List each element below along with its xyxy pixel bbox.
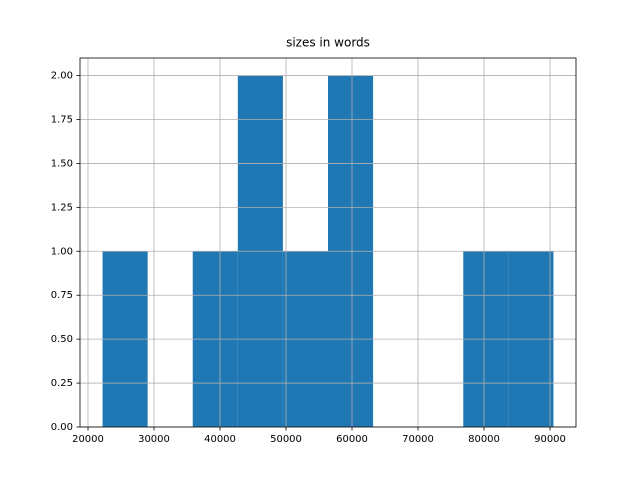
y-tick-label: 0.75 <box>51 290 73 301</box>
x-tick-label: 30000 <box>138 434 170 445</box>
y-tick-label: 1.50 <box>51 158 73 169</box>
y-tick-label: 0.25 <box>51 378 73 389</box>
x-tick-label: 90000 <box>534 434 566 445</box>
x-tick-label: 20000 <box>72 434 104 445</box>
axes-frame <box>79 57 577 428</box>
y-tick-label: 2.00 <box>51 71 73 82</box>
y-tick-label: 1.25 <box>51 202 73 213</box>
y-tick-label: 1.00 <box>51 246 73 257</box>
x-tick-label: 50000 <box>270 434 302 445</box>
x-tick-label: 70000 <box>402 434 434 445</box>
x-tick-label: 40000 <box>204 434 236 445</box>
y-tick-label: 1.75 <box>51 115 73 126</box>
x-tick-label: 80000 <box>468 434 500 445</box>
y-tick-label: 0.50 <box>51 334 73 345</box>
x-tick-label: 60000 <box>336 434 368 445</box>
chart-title: sizes in words <box>286 36 370 50</box>
y-tick-label: 0.00 <box>51 422 73 433</box>
